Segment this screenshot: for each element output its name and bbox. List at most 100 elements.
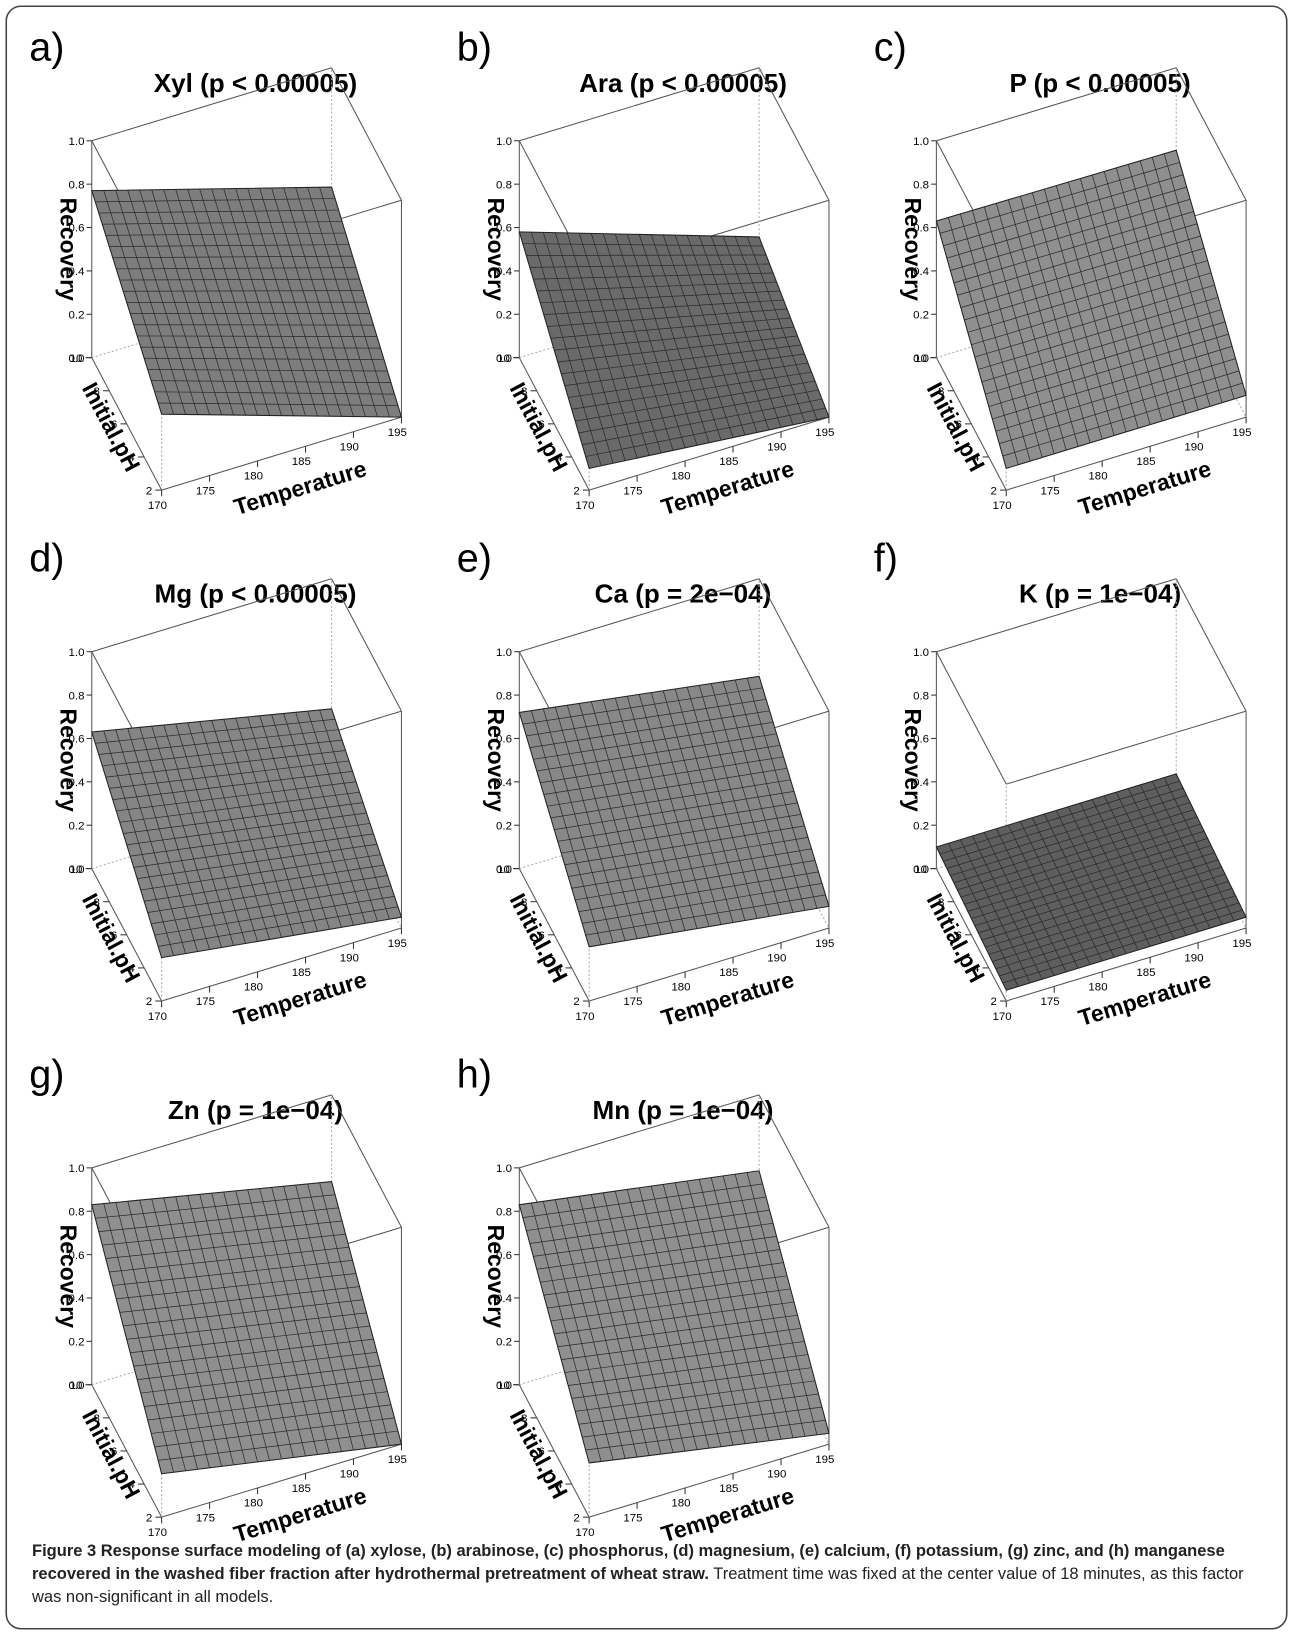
x-tick-label: 180	[1088, 471, 1107, 483]
x-tick-label: 170	[148, 1011, 167, 1023]
y-axis-label: Initial.pH	[505, 378, 573, 476]
panel-label: d)	[29, 536, 64, 580]
mesh-line	[550, 779, 791, 819]
mesh-line	[283, 1186, 354, 1451]
mesh-line	[698, 1179, 770, 1441]
y-tick-label: 10	[914, 353, 927, 365]
x-tick-label: 170	[575, 1527, 594, 1539]
x-tick-label: 170	[575, 1011, 594, 1023]
x-tick-label: 195	[815, 938, 834, 950]
mesh-line	[98, 209, 339, 214]
z-tick-label: 1.0	[496, 136, 512, 148]
panel: h) Mn (p = 1e−04) 0.0 0.2 0.4 0.6 0.8 1.0 Recove…	[457, 1053, 835, 1548]
mesh-line	[105, 1233, 346, 1259]
x-tick-label: 185	[1136, 456, 1155, 468]
z-tick-label: 0.2	[69, 1337, 85, 1349]
mesh-line	[1139, 784, 1211, 929]
y-tick-label: 6	[956, 419, 962, 431]
box-edge	[1006, 710, 1247, 785]
y-tick-label: 4	[556, 963, 563, 975]
z-tick-label: 0.6	[69, 734, 85, 746]
mesh-line	[964, 247, 1205, 321]
mesh-line	[953, 809, 1194, 884]
mesh-line	[1103, 795, 1175, 940]
y-tick-label: 6	[111, 930, 117, 942]
mesh-line	[1067, 181, 1139, 429]
mesh-line	[123, 1299, 364, 1327]
box-edge	[519, 1094, 760, 1169]
y-axis-label: Initial.pH	[505, 889, 573, 987]
mesh-line	[98, 729, 339, 755]
y-axis-label: Initial.pH	[505, 1405, 573, 1503]
x-tick-label: 180	[244, 1498, 263, 1510]
mesh-line	[1115, 167, 1187, 414]
mesh-line	[102, 221, 343, 225]
y-tick-label: 10	[497, 864, 510, 876]
surface	[91, 1181, 403, 1475]
mesh-line	[116, 781, 357, 812]
x-tick-label: 190	[340, 952, 359, 964]
x-tick-label: 185	[292, 456, 311, 468]
figure-border	[5, 5, 1288, 1630]
y-axis-label: Initial.pH	[77, 1405, 145, 1503]
mesh-line	[105, 750, 346, 778]
mesh-line	[259, 188, 330, 417]
mesh-line	[967, 838, 1208, 912]
z-tick-label: 0.2	[913, 309, 929, 321]
x-tick-label: 170	[993, 1011, 1012, 1023]
mesh-line	[1163, 777, 1235, 921]
z-tick-label: 0.0	[913, 353, 929, 365]
mesh-line	[102, 739, 343, 767]
mesh-line	[710, 1177, 782, 1440]
mesh-line	[939, 162, 1180, 234]
mesh-line	[95, 198, 336, 203]
mesh-line	[950, 802, 1191, 876]
mesh-line	[119, 278, 360, 281]
z-axis-label: Recovery	[900, 709, 926, 813]
z-tick-label: 0.0	[69, 353, 85, 365]
panel: c) P (p < 0.00005) 0.0 0.2 0.4 0.6 0.8 1.0 Recov…	[874, 25, 1252, 520]
z-tick-label: 0.8	[496, 690, 512, 702]
caption-text: Treatment time was fixed at the center v…	[32, 1565, 1244, 1606]
x-tick-label: 185	[1136, 967, 1155, 979]
panel-title: Mg (p < 0.00005)	[154, 579, 356, 609]
mesh-line	[529, 263, 770, 268]
x-tick-label: 190	[340, 1469, 359, 1481]
z-tick-label: 0.4	[69, 266, 86, 278]
mesh-line	[1091, 174, 1163, 422]
mesh-line	[722, 681, 794, 913]
mesh-line	[533, 1222, 774, 1257]
panel-label: g)	[29, 1053, 64, 1097]
mesh-line	[95, 718, 336, 744]
mesh-line	[939, 780, 1180, 855]
mesh-line	[526, 1196, 767, 1231]
panel-title: Mn (p = 1e−04)	[593, 1095, 774, 1125]
mesh-line	[1163, 153, 1235, 400]
x-tick-label: 190	[340, 441, 359, 453]
x-tick-label: 185	[719, 1483, 738, 1495]
x-tick-label: 195	[815, 1454, 834, 1466]
panel: b) Ara (p < 0.00005) 0.0 0.2 0.4 0.6 0.8 1.0 Rec…	[457, 25, 835, 520]
x-tick-label: 175	[623, 996, 642, 1008]
z-tick-label: 0.2	[69, 309, 85, 321]
y-tick-label: 10	[497, 353, 510, 365]
mesh-line	[710, 683, 782, 915]
x-tick-label: 175	[1040, 996, 1059, 1008]
mesh-line	[271, 187, 342, 417]
box-edge	[936, 578, 1177, 653]
x-tick-label: 190	[767, 1469, 786, 1481]
mesh-line	[1091, 799, 1163, 943]
mesh-line	[529, 1209, 770, 1244]
mesh-line	[946, 186, 1187, 259]
z-tick-label: 0.8	[913, 690, 929, 702]
x-tick-label: 180	[671, 471, 690, 483]
mesh-line	[698, 685, 770, 917]
z-tick-label: 0.8	[69, 690, 85, 702]
box-edge	[758, 67, 830, 201]
mesh-line	[109, 760, 350, 789]
z-tick-label: 1.0	[913, 647, 929, 659]
panel: d) Mg (p < 0.00005) 0.0 0.2 0.4 0.6 0.8 1.0 Reco…	[29, 536, 407, 1031]
mesh-line	[235, 1190, 306, 1457]
y-tick-label: 8	[938, 897, 944, 909]
